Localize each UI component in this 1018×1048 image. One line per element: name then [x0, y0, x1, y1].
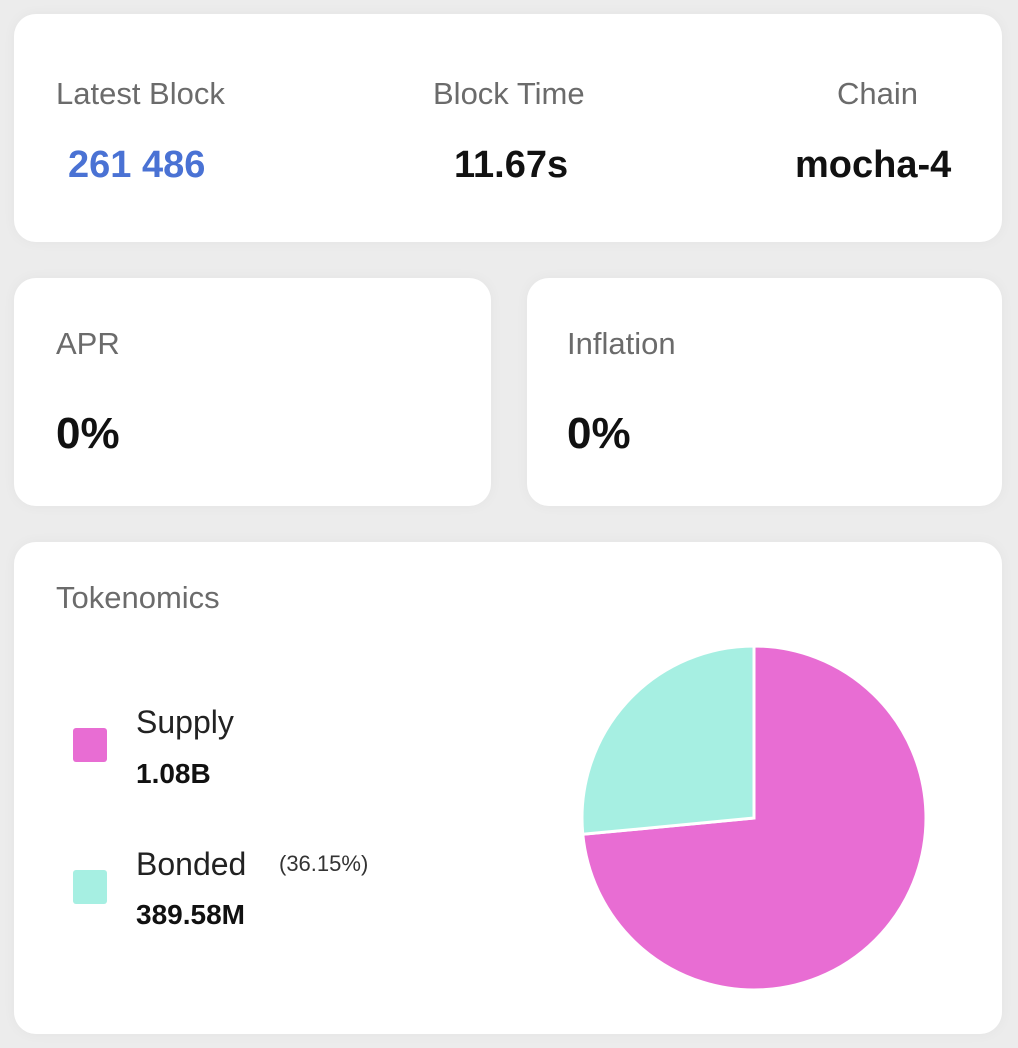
bonded-percent: (36.15%) [279, 851, 369, 876]
supply-swatch [73, 728, 107, 762]
bonded-value: 389.58M [136, 899, 245, 930]
tokenomics-pie-chart [580, 644, 928, 992]
chain-stat: Chain mocha-4 [674, 14, 1002, 242]
latest-block-stat: Latest Block 261 486 [14, 14, 344, 242]
apr-value: 0% [56, 409, 120, 458]
inflation-label: Inflation [567, 326, 676, 361]
chain-stats-card: Latest Block 261 486 Block Time 11.67s C… [14, 14, 1002, 242]
pie-slice-bonded[interactable] [580, 644, 756, 836]
apr-label: APR [56, 326, 120, 361]
inflation-card: Inflation 0% [527, 278, 1002, 506]
chain-label: Chain [837, 76, 918, 111]
bonded-label: Bonded [136, 846, 247, 882]
apr-card: APR 0% [14, 278, 491, 506]
latest-block-value[interactable]: 261 486 [68, 144, 206, 186]
tokenomics-card: Tokenomics Supply 1.08B Bonded (36.15%) … [14, 542, 1002, 1034]
bonded-swatch [73, 870, 107, 904]
chain-value: mocha-4 [795, 144, 952, 186]
block-time-label: Block Time [433, 76, 585, 111]
tokenomics-title: Tokenomics [56, 580, 220, 615]
supply-value: 1.08B [136, 758, 211, 789]
latest-block-label: Latest Block [56, 76, 225, 111]
inflation-value: 0% [567, 409, 631, 458]
block-time-value: 11.67s [454, 144, 569, 186]
block-time-stat: Block Time 11.67s [344, 14, 674, 242]
supply-label: Supply [136, 704, 234, 740]
